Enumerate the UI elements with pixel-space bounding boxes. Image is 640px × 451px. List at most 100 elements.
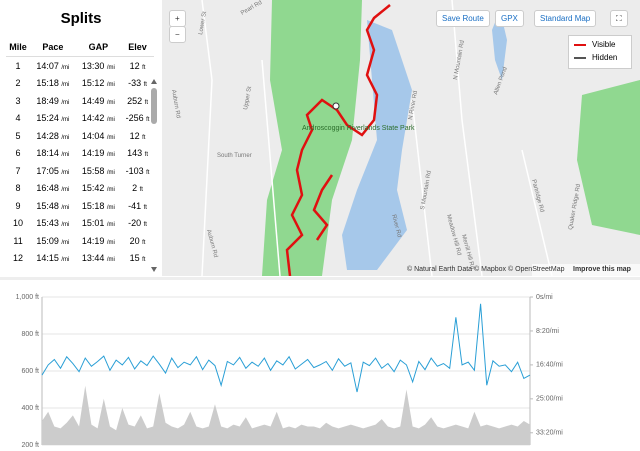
cell-unit: /mi [61,82,70,89]
cell-unit: /mi [106,169,115,176]
splits-title: Splits [60,10,102,27]
cell-unit: /mi [61,152,70,159]
split-cell: 4 [6,110,30,128]
split-cell: 14:49 /mi [76,92,122,110]
cell-value: 2 [15,78,21,89]
y-tick-label: 400 ft [21,405,39,412]
map-label: South Turner [217,153,252,159]
map-label: Upper St [243,86,253,111]
gpx-button[interactable]: GPX [495,10,524,27]
split-cell: 3 [6,92,30,110]
column-header: Pace [30,38,76,57]
split-row: 8 16:48 /mi 15:42 /mi 2 ft [6,180,154,198]
split-row: 1 14:07 /mi 13:30 /mi 12 ft [6,57,154,75]
cell-value: -41 [128,200,142,211]
divider[interactable] [0,277,640,280]
split-cell: 2 [6,75,30,93]
split-cell: 12 [6,250,30,268]
split-cell: 15:42 /mi [76,180,122,198]
cell-value: 13:30 [81,60,105,71]
split-cell: 14:19 /mi [76,145,122,163]
cell-value: 9 [15,200,21,211]
map[interactable]: Pearl Rd Lower St Upper St Auburn Rd Aub… [162,0,640,277]
cell-value: -103 [125,165,144,176]
cell-unit: /mi [106,257,115,264]
split-cell: 15:24 /mi [30,110,76,128]
y2-tick-label: 0s/mi [536,294,553,301]
split-cell: 14:19 /mi [76,232,122,250]
cell-unit: ft [142,64,146,71]
cell-value: 252 [127,95,143,106]
cell-unit: /mi [61,169,70,176]
cell-unit: /mi [106,82,115,89]
zoom-out[interactable]: − [169,26,186,43]
map-label: Auburn Rd [170,89,181,118]
cell-unit: ft [142,257,146,264]
cell-unit: /mi [61,64,70,71]
split-cell: 15:18 /mi [30,75,76,93]
split-cell: 15:48 /mi [30,197,76,215]
cell-unit: /mi [61,222,70,229]
cell-unit: ft [144,99,148,106]
map-canvas: Pearl Rd Lower St Upper St Auburn Rd Aub… [162,0,640,277]
save-route[interactable]: Save Route [436,10,490,27]
cell-unit: /mi [106,152,115,159]
y2-tick-label: 33:20/mi [536,430,563,437]
split-cell: 17:05 /mi [30,162,76,180]
split-cell: 18:14 /mi [30,145,76,163]
split-cell: 6 [6,145,30,163]
cell-value: -256 [125,113,144,124]
fullscreen[interactable]: ⛶ [610,10,628,27]
cell-value: 15:12 [81,78,105,89]
cell-value: 14:15 [36,253,59,264]
cell-unit: /mi [61,134,70,141]
cell-value: 12 [129,130,140,141]
cell-value: -20 [128,218,142,229]
split-cell: 143 ft [121,145,154,163]
y2-tick-label: 8:20/mi [536,328,559,335]
header-row: Mile Pace GAP Elev [6,38,154,57]
cell-unit: /mi [61,187,70,194]
split-row: 9 15:48 /mi 15:18 /mi -41 ft [6,197,154,215]
split-cell: 5 [6,127,30,145]
cell-unit: ft [142,239,146,246]
cell-unit: /mi [106,64,115,71]
cell-unit: ft [144,152,148,159]
cell-value: 5 [15,130,21,141]
cell-unit: /mi [106,99,115,106]
map-label: Androscoggin Riverlands State Park [302,125,415,132]
cell-value: 15:18 [36,78,59,89]
cell-value: 1 [15,60,21,71]
cell-value: 18:49 [36,95,59,106]
cell-value: 15:43 [36,218,59,229]
map-legend: Visible Hidden [568,35,632,69]
zoom-in[interactable]: + [169,10,186,27]
scrollbar[interactable] [150,78,158,273]
split-cell: 14:07 /mi [30,57,76,75]
y-tick-label: 600 ft [21,368,39,375]
map-style[interactable]: Standard Map [534,10,597,27]
cell-value: 8 [15,183,21,194]
cell-unit: ft [143,204,147,211]
split-cell: -33 ft [121,75,154,93]
cell-value: 14:19 [81,235,105,246]
cell-value: 11 [13,235,23,246]
split-row: 10 15:43 /mi 15:01 /mi -20 ft [6,215,154,233]
y2-tick-label: 16:40/mi [536,362,563,369]
cell-unit: /mi [61,117,70,124]
split-cell: 15 ft [121,250,154,268]
cell-unit: /mi [106,204,115,211]
split-row: 4 15:24 /mi 14:42 /mi -256 ft [6,110,154,128]
split-cell: 16:48 /mi [30,180,76,198]
split-cell: 9 [6,197,30,215]
split-cell: 13:30 /mi [76,57,122,75]
split-cell: 18:49 /mi [30,92,76,110]
pace-line [41,303,531,393]
legend-label: Hidden [592,53,618,62]
cell-value: 14:49 [81,95,105,106]
y-tick-label: 1,000 ft [16,294,39,301]
split-cell: 12 ft [121,127,154,145]
splits-table: Mile Pace GAP Elev 1 14:07 /mi 13:30 /mi 12 ft 2… [6,38,154,267]
improve-link[interactable]: Improve this map [573,266,631,273]
split-cell: 11 [6,232,30,250]
